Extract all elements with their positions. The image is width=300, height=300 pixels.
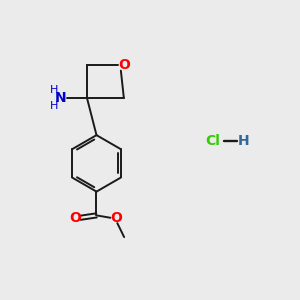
Text: H: H — [50, 85, 58, 95]
Text: Cl: Cl — [205, 134, 220, 148]
Text: O: O — [118, 58, 130, 72]
Text: O: O — [110, 211, 122, 225]
Text: H: H — [238, 134, 249, 148]
Text: H: H — [50, 101, 58, 111]
Text: N: N — [54, 91, 66, 105]
Text: O: O — [69, 211, 81, 225]
